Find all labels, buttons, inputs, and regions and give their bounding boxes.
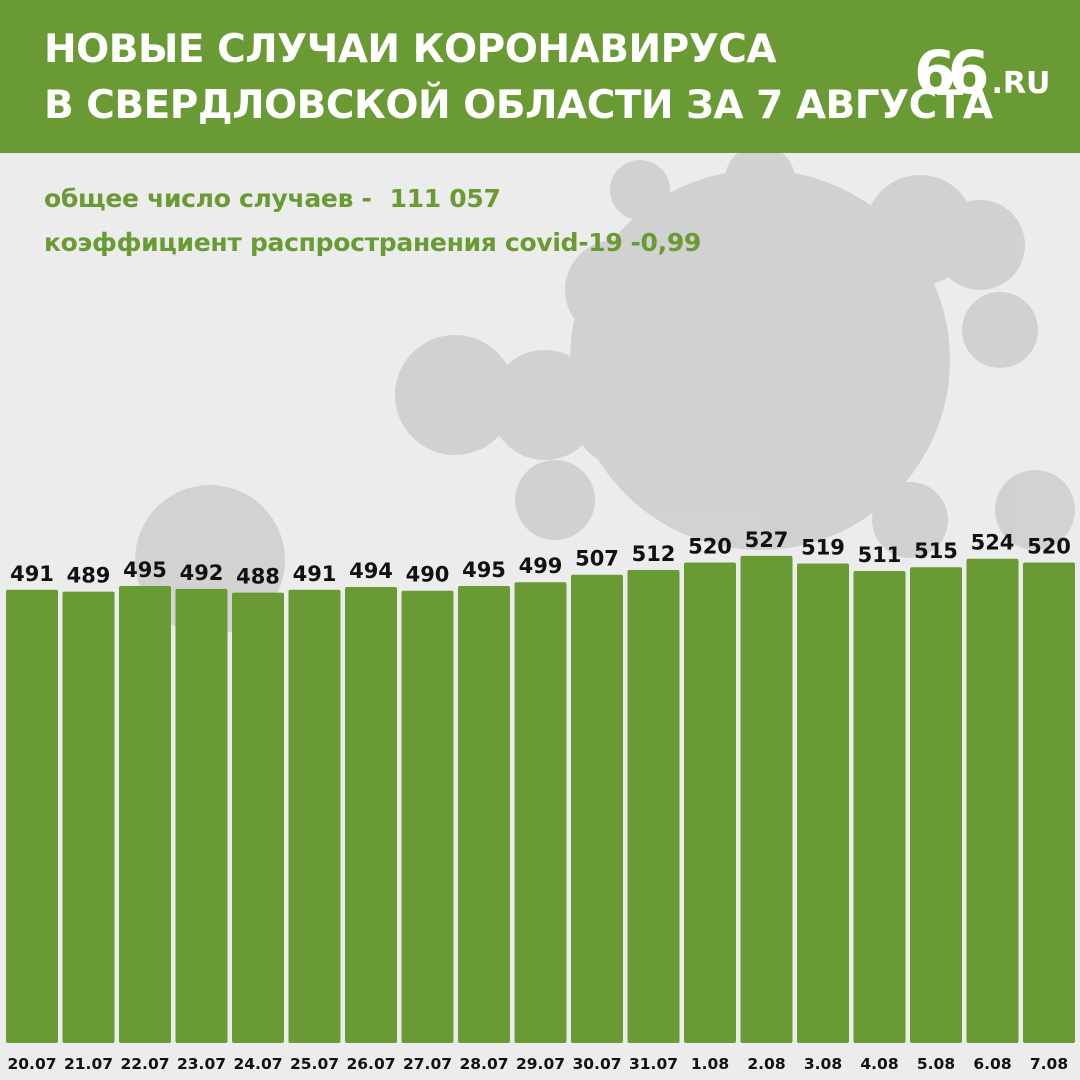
bar-5.08 (910, 567, 962, 1043)
spread-rate-stat: коэффициент распространения covid-19 -0,9… (44, 228, 701, 257)
bar-26.07 (345, 586, 397, 1043)
bar-2.08 (740, 555, 793, 1043)
total-cases-value: 111 057 (389, 184, 501, 213)
title-line-2: В СВЕРДЛОВСКОЙ ОБЛАСТИ ЗА 7 АВГУСТА (44, 83, 993, 128)
data-label-22.07: 495 (123, 558, 167, 582)
x-tick-27.07: 27.07 (403, 1055, 452, 1073)
title-line-1: НОВЫЕ СЛУЧАИ КОРОНАВИРУСА (44, 27, 777, 72)
bar-23.07 (175, 588, 228, 1043)
x-tick-23.07: 23.07 (177, 1055, 226, 1073)
site-logo[interactable]: 66 .RU (914, 38, 1050, 108)
bar-20.07 (6, 589, 58, 1043)
total-cases-label: общее число случаев - (44, 184, 372, 213)
spread-rate-label: коэффициент распространения covid-19 (44, 228, 623, 257)
x-tick-5.08: 5.08 (917, 1055, 955, 1073)
data-label-4.08: 511 (858, 543, 902, 567)
bar-7.08 (1023, 562, 1075, 1043)
data-label-1.08: 520 (688, 535, 732, 559)
bar-28.07 (458, 586, 510, 1043)
data-label-31.07: 512 (632, 542, 676, 566)
data-label-20.07: 491 (10, 562, 54, 586)
bar-25.07 (288, 589, 341, 1043)
x-tick-22.07: 22.07 (120, 1055, 169, 1073)
x-tick-20.07: 20.07 (7, 1055, 56, 1073)
header-banner: НОВЫЕ СЛУЧАИ КОРОНАВИРУСА В СВЕРДЛОВСКОЙ… (0, 0, 1080, 153)
data-label-23.07: 492 (180, 561, 224, 585)
data-label-30.07: 507 (575, 547, 619, 571)
x-tick-21.07: 21.07 (64, 1055, 113, 1073)
data-label-21.07: 489 (67, 564, 111, 588)
data-label-6.08: 524 (971, 531, 1015, 555)
x-tick-4.08: 4.08 (860, 1055, 898, 1073)
data-label-26.07: 494 (349, 559, 393, 583)
bar-27.07 (401, 590, 454, 1043)
data-label-24.07: 488 (236, 565, 280, 589)
data-label-7.08: 520 (1027, 535, 1071, 559)
data-label-5.08: 515 (914, 539, 958, 563)
x-tick-26.07: 26.07 (346, 1055, 395, 1073)
data-label-25.07: 491 (293, 562, 337, 586)
bar-30.07 (571, 574, 623, 1043)
total-cases-stat: общее число случаев - 111 057 (44, 184, 501, 213)
data-label-2.08: 527 (745, 528, 789, 552)
bar-3.08 (797, 563, 849, 1043)
data-label-29.07: 499 (519, 554, 563, 578)
bar-6.08 (966, 558, 1019, 1043)
bar-29.07 (514, 582, 567, 1043)
logo-number: 66 (914, 38, 989, 108)
data-label-27.07: 490 (406, 563, 450, 587)
x-tick-3.08: 3.08 (804, 1055, 842, 1073)
page-title: НОВЫЕ СЛУЧАИ КОРОНАВИРУСА В СВЕРДЛОВСКОЙ… (44, 22, 993, 134)
x-tick-30.07: 30.07 (572, 1055, 621, 1073)
x-tick-29.07: 29.07 (516, 1055, 565, 1073)
data-label-28.07: 495 (462, 558, 506, 582)
x-tick-1.08: 1.08 (691, 1055, 729, 1073)
logo-domain: .RU (991, 66, 1051, 101)
x-tick-7.08: 7.08 (1030, 1055, 1068, 1073)
x-tick-2.08: 2.08 (747, 1055, 785, 1073)
bar-4.08 (853, 570, 906, 1043)
x-tick-6.08: 6.08 (973, 1055, 1011, 1073)
x-tick-31.07: 31.07 (629, 1055, 678, 1073)
x-tick-25.07: 25.07 (290, 1055, 339, 1073)
spread-rate-value: -0,99 (630, 228, 702, 257)
data-label-3.08: 519 (801, 535, 845, 559)
bar-31.07 (627, 570, 680, 1043)
bar-1.08 (684, 562, 736, 1043)
bar-24.07 (232, 592, 284, 1043)
x-tick-24.07: 24.07 (233, 1055, 282, 1073)
bar-21.07 (62, 591, 115, 1043)
x-tick-28.07: 28.07 (459, 1055, 508, 1073)
bar-22.07 (119, 586, 171, 1043)
